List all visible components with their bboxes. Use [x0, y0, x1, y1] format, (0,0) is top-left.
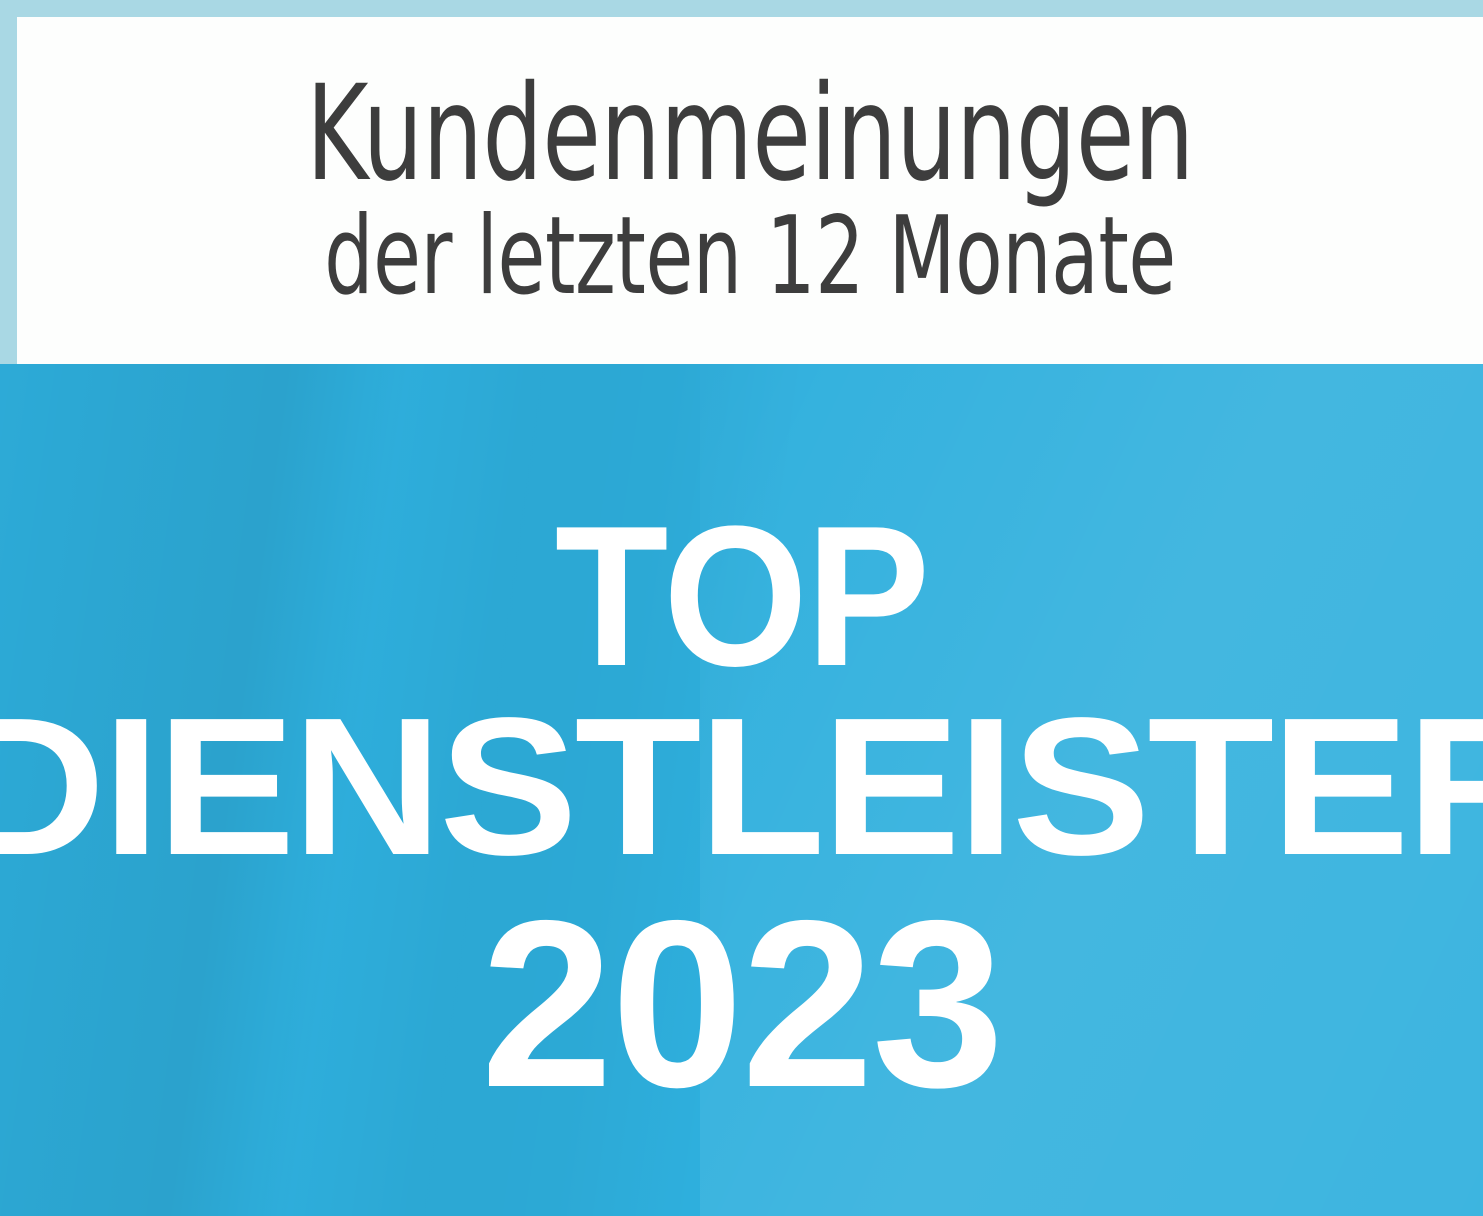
award-category-label: DIENSTLEISTER	[0, 677, 1483, 896]
frame-border-top	[0, 0, 1483, 17]
frame-border-left	[0, 0, 17, 364]
award-prefix-label: TOP	[554, 485, 930, 708]
header-title: Kundenmeinungen	[306, 57, 1194, 211]
award-panel: TOP DIENSTLEISTER 2023	[0, 364, 1483, 1216]
header-panel: Kundenmeinungen der letzten 12 Monate	[17, 17, 1483, 364]
award-year-label: 2023	[480, 872, 1004, 1137]
header-subtitle: der letzten 12 Monate	[324, 194, 1176, 319]
